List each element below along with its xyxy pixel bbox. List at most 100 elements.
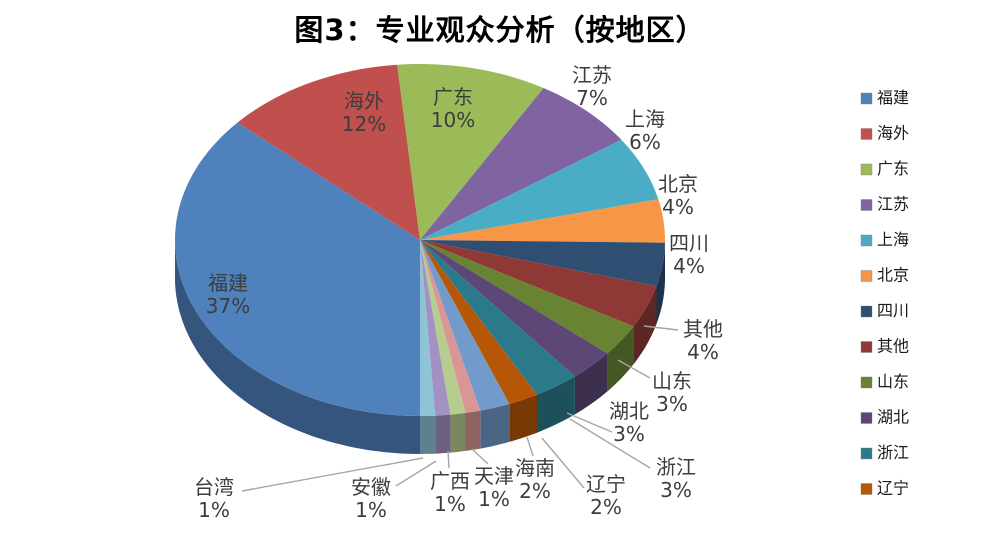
slice-label-海南: 海南	[515, 456, 555, 480]
pie-slice-广东	[397, 64, 544, 240]
pie-slice-side-浙江	[537, 376, 575, 433]
pie-slice-side-安徽	[435, 414, 451, 454]
slice-label-福建: 福建	[208, 271, 248, 295]
slice-label-天津: 天津	[474, 464, 514, 488]
pie-slice-side-其他	[633, 286, 657, 365]
pie-slice-台湾	[420, 240, 436, 416]
legend-label-上海: 上海	[877, 230, 909, 249]
pie-slice-其他	[420, 240, 657, 327]
slice-value-广西: 1%	[434, 492, 466, 516]
legend-swatch-海外	[860, 128, 873, 140]
legend-swatch-北京	[860, 270, 873, 282]
leader-line-台湾	[241, 457, 424, 492]
slice-label-四川: 四川	[669, 231, 709, 255]
legend-label-山东: 山东	[877, 372, 909, 391]
slice-value-上海: 6%	[629, 130, 661, 154]
slice-label-辽宁: 辽宁	[586, 472, 626, 496]
legend-item-四川: 四川	[860, 301, 909, 320]
slice-labels: 福建37%海外12%广东10%江苏7%上海6%北京4%四川4%其他4%山东3%湖…	[194, 63, 723, 522]
pie-slice-side-台湾	[420, 415, 436, 454]
legend-swatch-山东	[860, 376, 873, 389]
pie-slice-广西	[420, 240, 466, 415]
pie-slice-福建	[175, 122, 420, 416]
legend-item-江苏: 江苏	[860, 195, 909, 214]
slice-label-山东: 山东	[652, 369, 692, 393]
slice-label-安徽: 安徽	[351, 475, 391, 499]
legend-item-辽宁: 辽宁	[860, 479, 909, 498]
legend-label-福建: 福建	[877, 88, 909, 107]
legend-item-山东: 山东	[860, 372, 909, 391]
slice-value-海外: 12%	[342, 112, 386, 136]
legend-item-其他: 其他	[860, 337, 909, 356]
leader-line-辽宁	[541, 437, 585, 489]
leader-line-天津	[471, 448, 489, 465]
legend-label-四川: 四川	[877, 301, 909, 320]
slice-label-其他: 其他	[683, 317, 723, 341]
slice-label-海外: 海外	[344, 89, 384, 113]
pie-slice-湖北	[420, 240, 608, 377]
leader-line-海南	[526, 436, 534, 457]
legend-item-福建: 福建	[860, 88, 909, 107]
pie-slice-海外	[237, 64, 420, 240]
slice-value-海南: 2%	[519, 479, 551, 503]
legend-label-广东: 广东	[877, 159, 909, 178]
legend-item-浙江: 浙江	[860, 443, 909, 462]
legend-item-湖北: 湖北	[860, 408, 909, 427]
slice-label-上海: 上海	[625, 107, 665, 131]
slice-value-四川: 4%	[673, 254, 705, 278]
slice-value-其他: 4%	[687, 340, 719, 364]
slice-value-台湾: 1%	[198, 498, 230, 522]
legend-swatch-上海	[860, 234, 873, 247]
pie-slice-side-辽宁	[509, 394, 537, 442]
legend-swatch-广东	[860, 163, 873, 176]
pie-depth-sides	[175, 240, 665, 454]
legend-item-广东: 广东	[860, 159, 909, 178]
pie-slice-江苏	[420, 88, 622, 240]
slice-value-广东: 10%	[431, 108, 475, 132]
pie-slice-北京	[420, 199, 665, 243]
leader-lines	[241, 325, 679, 492]
legend-item-北京: 北京	[860, 266, 909, 285]
pie-slice-side-天津	[465, 410, 481, 451]
leader-line-安徽	[395, 460, 437, 487]
pie-slice-四川	[420, 240, 665, 286]
leader-line-广西	[447, 450, 450, 469]
slice-value-天津: 1%	[478, 487, 510, 511]
legend-swatch-湖北	[860, 412, 873, 424]
slice-label-北京: 北京	[658, 172, 698, 196]
pie-slice-side-四川	[656, 242, 665, 324]
legend-item-上海: 上海	[860, 230, 909, 249]
legend-swatch-四川	[860, 305, 873, 318]
slice-label-江苏: 江苏	[572, 63, 612, 87]
legend-label-湖北: 湖北	[877, 408, 909, 427]
pie-slice-side-福建	[175, 240, 420, 454]
slice-value-江苏: 7%	[576, 86, 608, 110]
pie-slice-side-海南	[480, 403, 510, 449]
legend-swatch-江苏	[860, 199, 873, 211]
pie-top-faces	[175, 64, 665, 416]
slice-value-安徽: 1%	[355, 498, 387, 522]
pie-slice-side-湖北	[574, 353, 608, 415]
pie-slice-上海	[420, 139, 659, 240]
legend-label-其他: 其他	[877, 337, 909, 356]
legend-item-海外: 海外	[860, 124, 909, 143]
slice-label-广东: 广东	[433, 85, 473, 109]
legend-swatch-其他	[860, 341, 873, 353]
slice-value-福建: 37%	[206, 294, 250, 318]
slice-value-浙江: 3%	[660, 478, 692, 502]
leader-line-湖北	[566, 412, 613, 433]
pie-slice-辽宁	[420, 240, 537, 404]
leader-line-山东	[617, 359, 651, 379]
legend-label-江苏: 江苏	[877, 195, 909, 214]
legend-label-浙江: 浙江	[877, 443, 909, 462]
leader-line-其他	[643, 325, 679, 331]
legend-label-辽宁: 辽宁	[877, 479, 909, 498]
legend-label-海外: 海外	[877, 124, 909, 143]
legend-swatch-辽宁	[860, 483, 873, 495]
slice-label-湖北: 湖北	[609, 399, 649, 423]
pie-slice-山东	[420, 240, 634, 354]
slice-label-广西: 广西	[430, 469, 470, 493]
